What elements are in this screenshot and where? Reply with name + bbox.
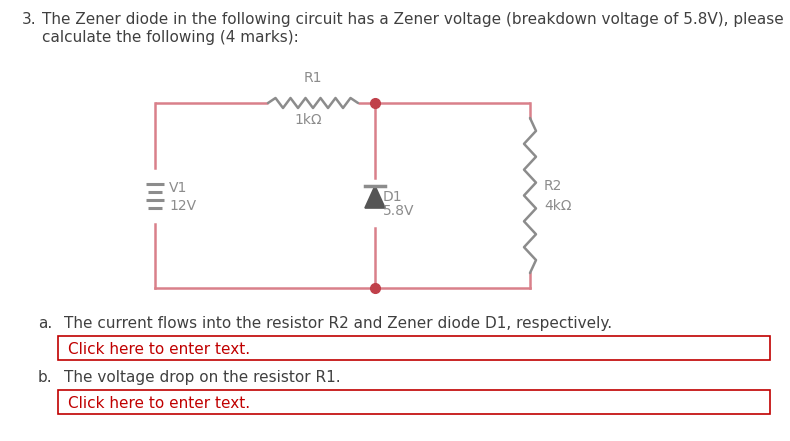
Polygon shape (365, 186, 385, 208)
Text: R2: R2 (544, 179, 562, 193)
Text: 5.8V: 5.8V (383, 204, 415, 218)
Text: R1: R1 (303, 71, 322, 85)
Text: 3.: 3. (22, 12, 36, 27)
Text: V1: V1 (169, 181, 187, 195)
Text: D1: D1 (383, 190, 403, 204)
Text: a.: a. (38, 316, 52, 331)
Text: The current flows into the resistor R2 and Zener diode D1, respectively.: The current flows into the resistor R2 a… (64, 316, 612, 331)
Text: The Zener diode in the following circuit has a Zener voltage (breakdown voltage : The Zener diode in the following circuit… (42, 12, 784, 27)
Text: 4kΩ: 4kΩ (544, 198, 571, 213)
Text: The voltage drop on the resistor R1.: The voltage drop on the resistor R1. (64, 370, 340, 385)
Text: calculate the following (4 marks):: calculate the following (4 marks): (42, 30, 299, 45)
Text: Click here to enter text.: Click here to enter text. (68, 341, 250, 356)
Bar (58, 336, 770, 360)
Text: 12V: 12V (169, 199, 196, 213)
Text: b.: b. (38, 370, 53, 385)
Bar (58, 390, 770, 414)
Text: Click here to enter text.: Click here to enter text. (68, 396, 250, 411)
Text: 1kΩ: 1kΩ (294, 113, 322, 127)
